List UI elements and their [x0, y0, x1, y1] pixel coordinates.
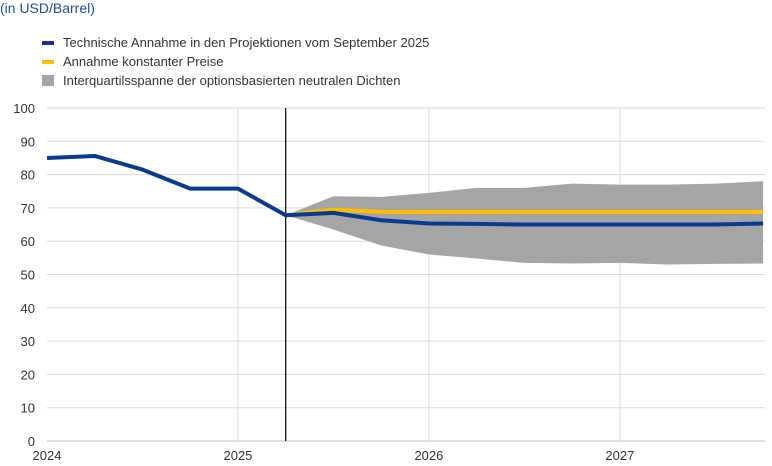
legend-label: Interquartilsspanne der optionsbasierten… [63, 73, 401, 88]
y-tick-label: 60 [21, 234, 35, 249]
legend-item-interquartile-range: Interquartilsspanne der optionsbasierten… [42, 73, 401, 88]
legend-item-technical-assumption: Technische Annahme in den Projektionen v… [42, 35, 429, 50]
y-tick-label: 90 [21, 134, 35, 149]
y-tick-label: 20 [21, 367, 35, 382]
chart-title: (in USD/Barrel) [0, 0, 95, 16]
x-tick-label: 2027 [605, 448, 634, 463]
legend-item-constant-prices: Annahme konstanter Preise [42, 54, 223, 69]
y-tick-label: 50 [21, 268, 35, 283]
y-tick-label: 80 [21, 168, 35, 183]
series-line-0 [46, 153, 764, 227]
y-tick-label: 10 [21, 401, 35, 416]
legend-swatch-gray [42, 75, 54, 86]
legend-swatch-yellow [42, 59, 54, 64]
x-tick-label: 2024 [33, 448, 62, 463]
legend-label: Annahme konstanter Preise [63, 54, 224, 69]
x-tick-label: 2026 [414, 448, 443, 463]
legend-label: Technische Annahme in den Projektionen v… [63, 35, 430, 50]
y-tick-label: 30 [21, 334, 35, 349]
y-tick-label: 40 [21, 301, 35, 316]
legend-swatch-blue [42, 40, 54, 45]
x-tick-label: 2025 [223, 448, 252, 463]
y-tick-label: 0 [28, 434, 35, 449]
series-line-1 [285, 207, 764, 218]
y-tick-label: 100 [13, 101, 35, 116]
y-tick-label: 70 [21, 201, 35, 216]
